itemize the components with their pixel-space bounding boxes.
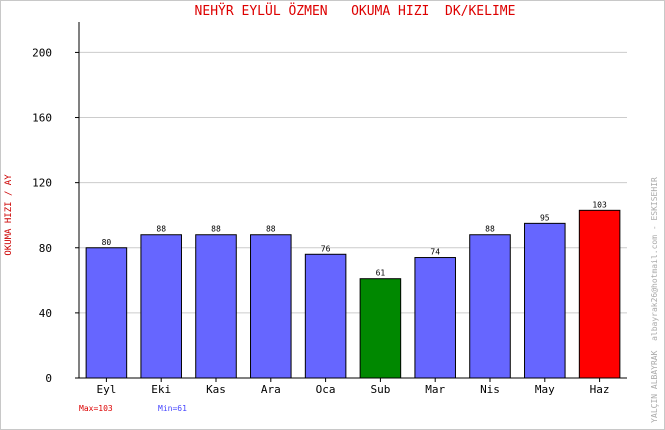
- x-tick-label: Ara: [261, 383, 281, 396]
- y-tick-label: 0: [45, 372, 52, 385]
- bar-value-label: 88: [266, 225, 276, 234]
- bar: [469, 234, 511, 379]
- bar-value-label: 88: [156, 225, 166, 234]
- bar: [85, 247, 128, 379]
- x-tick-label: May: [535, 383, 555, 396]
- x-tick-label: Nis: [480, 383, 500, 396]
- bar-value-label: 88: [211, 225, 221, 234]
- y-tick-label: 80: [39, 242, 52, 255]
- x-tick-label: Eki: [151, 383, 171, 396]
- bar-value-label: 95: [540, 213, 550, 222]
- bar: [578, 209, 621, 379]
- y-tick-label: 40: [39, 307, 52, 320]
- x-axis-labels: Eyl Eki Kas Ara Oca Sub Mar Nis May Haz: [96, 378, 610, 396]
- y-tick-label: 160: [32, 112, 52, 125]
- side-watermark: YALÇIN ALBAYRAK albayrak26@hotmail.com -…: [650, 177, 659, 423]
- bar: [304, 253, 347, 379]
- bar: [414, 257, 456, 379]
- bar-value-label: 80: [102, 238, 112, 247]
- bar-value-label: 76: [321, 244, 331, 253]
- y-tick-label: 120: [32, 177, 52, 190]
- x-tick-label: Sub: [370, 383, 390, 396]
- y-axis-ticks: 0 40 80 120 160 200: [32, 46, 79, 385]
- x-tick-label: Mar: [425, 383, 445, 396]
- y-tick-label: 200: [32, 46, 52, 59]
- x-tick-label: Kas: [206, 383, 226, 396]
- bar: [195, 234, 237, 379]
- bar: [140, 234, 182, 379]
- bars: 80 88 88 88 76 61 74 88 95 103: [85, 200, 621, 379]
- x-tick-label: Haz: [590, 383, 610, 396]
- bar: [359, 278, 402, 379]
- bar: [524, 222, 566, 379]
- bar-value-label: 103: [592, 200, 607, 209]
- bar-value-label: 74: [430, 248, 440, 257]
- max-label: Max=103: [79, 404, 113, 413]
- bar-value-label: 88: [485, 225, 495, 234]
- y-axis-label: OKUMA HIZI / AY: [4, 174, 14, 256]
- x-tick-label: Oca: [316, 383, 336, 396]
- x-tick-label: Eyl: [96, 383, 116, 396]
- bar: [250, 234, 292, 379]
- bar-value-label: 61: [376, 269, 386, 278]
- min-label: Min=61: [158, 404, 187, 413]
- chart-title: NEHŸR EYLÜL ÖZMEN OKUMA HIZI DK/KELIME: [195, 2, 516, 19]
